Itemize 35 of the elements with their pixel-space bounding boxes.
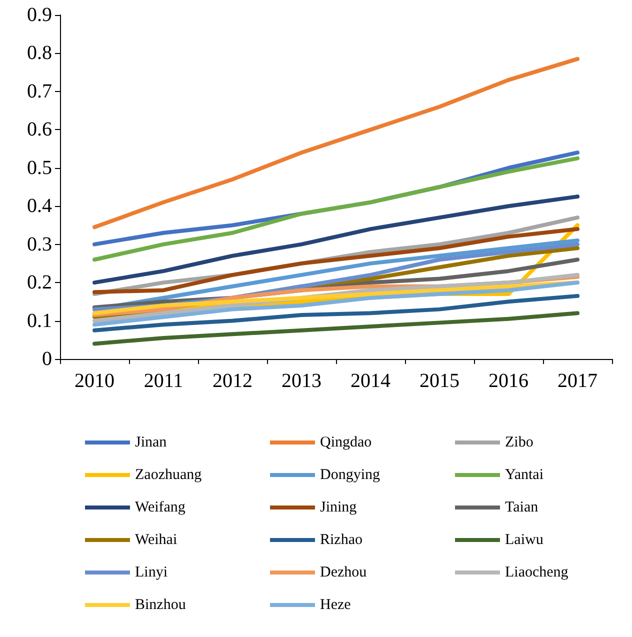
x-tick-label: 2011: [144, 370, 184, 392]
y-tick-label: 0.1: [27, 310, 52, 332]
legend-label: Heze: [320, 597, 352, 613]
legend-label: Qingdao: [320, 434, 372, 450]
y-tick-label: 0.2: [27, 272, 52, 294]
x-tick-label: 2014: [350, 370, 390, 392]
y-tick-label: 0.4: [27, 195, 52, 218]
y-tick-label: 0.8: [27, 42, 52, 64]
legend-label: Taian: [505, 500, 539, 516]
legend-label: Jinan: [135, 434, 168, 450]
y-tick-label: 0.5: [27, 156, 52, 179]
x-tick-label: 2013: [282, 370, 322, 392]
legend-label: Liaocheng: [505, 564, 569, 580]
legend-label: Linyi: [135, 564, 168, 580]
y-tick-label: 0.9: [27, 4, 52, 26]
legend-label: Weifang: [135, 500, 186, 516]
legend-label: Binzhou: [135, 597, 186, 613]
legend-label: Zibo: [505, 434, 534, 450]
legend-label: Zaozhuang: [135, 467, 202, 483]
y-tick-label: 0: [42, 348, 52, 370]
x-tick-label: 2017: [558, 370, 598, 392]
legend-label: Weihai: [135, 532, 178, 548]
x-tick-label: 2012: [212, 370, 252, 392]
legend-label: Yantai: [505, 467, 544, 483]
legend-label: Rizhao: [320, 532, 362, 548]
legend-label: Laiwu: [505, 532, 544, 548]
x-tick-label: 2010: [74, 370, 114, 392]
y-tick-label: 0.3: [27, 233, 52, 256]
legend-label: Dezhou: [320, 564, 368, 580]
y-tick-label: 0.7: [27, 80, 52, 102]
y-tick-label: 0.6: [27, 118, 52, 141]
legend-label: Jining: [320, 500, 358, 516]
x-tick-label: 2016: [488, 370, 528, 392]
x-tick-label: 2015: [420, 370, 460, 392]
legend-label: Dongying: [320, 467, 380, 483]
